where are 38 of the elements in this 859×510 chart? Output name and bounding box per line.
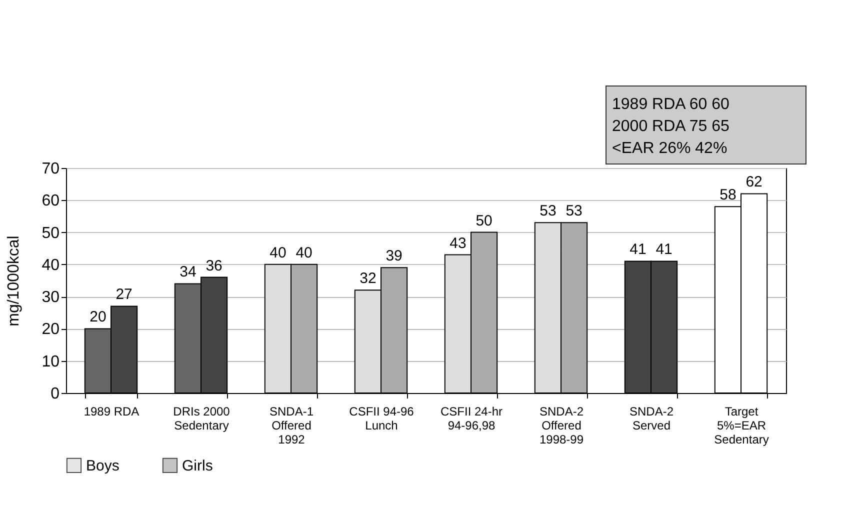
data-label: 58 [720, 186, 736, 204]
text: <EAR 26% 42% [612, 140, 728, 157]
data-label: 40 [296, 244, 312, 262]
data-label: 53 [566, 202, 582, 220]
y-tick-label: 40 [42, 256, 60, 274]
data-label: 34 [180, 264, 196, 281]
y-tick-label: 70 [42, 160, 60, 178]
y-tick-label: 30 [42, 289, 60, 306]
data-label: 32 [360, 270, 376, 288]
x-tick-label: SNDA-2 Served [629, 404, 674, 432]
x-tick-label: Target 5%=EAR Sedentary [714, 404, 769, 446]
y-tick-label: 20 [42, 321, 60, 338]
data-label: 41 [630, 241, 646, 258]
y-tick-label: 0 [50, 386, 60, 402]
data-label: 36 [206, 257, 222, 274]
x-tick-label: CSFII 94-96 Lunch [349, 404, 414, 432]
y-axis-title: mg/1000kcal [6, 236, 23, 326]
legend-label: Boys [86, 457, 120, 474]
data-label: 27 [116, 286, 132, 304]
x-tick-label: SNDA-2 Offered 1998-99 [539, 404, 584, 446]
x-tick-label: CSFII 24-hr 94-96,98 [440, 404, 503, 432]
x-tick-label: 1989 RDA [84, 404, 140, 418]
data-label: 39 [386, 248, 402, 265]
text: 1989 RDA 60 60 [612, 96, 730, 113]
data-label: 53 [540, 202, 556, 220]
y-tick-label: 60 [42, 192, 60, 210]
data-label: 43 [450, 234, 466, 252]
data-label: 20 [90, 308, 106, 326]
data-label: 50 [476, 212, 492, 230]
x-tick-label: DRIs 2000 Sedentary [173, 404, 230, 432]
x-tick-label: SNDA-1 Offered 1992 [269, 404, 314, 446]
data-label: 40 [270, 244, 286, 262]
data-label: 41 [656, 241, 672, 258]
legend-label: Girls [182, 457, 213, 474]
data-label: 62 [746, 174, 762, 191]
y-tick-label: 10 [42, 353, 60, 370]
y-tick-label: 50 [42, 224, 60, 242]
text: 2000 RDA 75 65 [612, 118, 730, 135]
